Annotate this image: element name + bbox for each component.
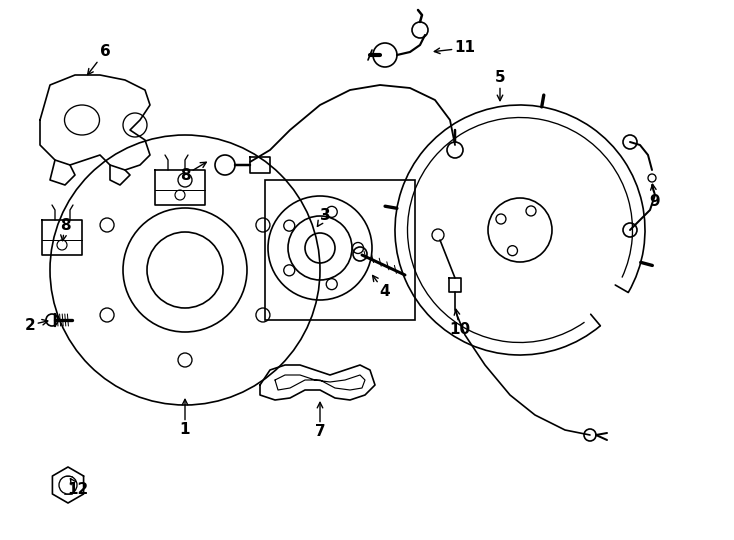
Text: 8: 8 — [59, 218, 70, 241]
Text: 9: 9 — [650, 184, 661, 210]
Text: 1: 1 — [180, 400, 190, 437]
Bar — [265, 180, 415, 320]
Text: 7: 7 — [315, 402, 325, 440]
Text: 2: 2 — [25, 318, 48, 333]
Text: 10: 10 — [449, 309, 470, 338]
Text: 12: 12 — [68, 478, 89, 497]
Text: 5: 5 — [495, 71, 505, 100]
Text: 6: 6 — [87, 44, 110, 75]
Text: 8: 8 — [180, 162, 206, 183]
Text: 3: 3 — [317, 207, 330, 226]
Text: 11: 11 — [435, 40, 476, 56]
Text: 4: 4 — [373, 275, 390, 300]
